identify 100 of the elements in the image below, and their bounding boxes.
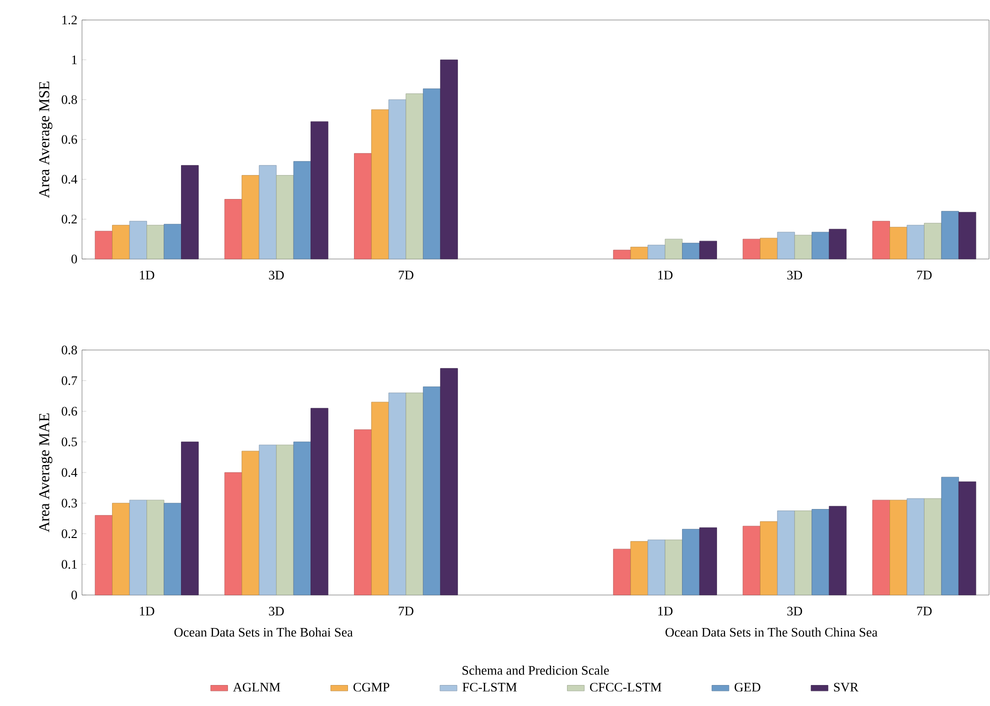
- x-tick-label: 1D: [658, 606, 673, 616]
- bar: [906, 498, 924, 596]
- bar: [276, 444, 294, 596]
- bar: [812, 509, 830, 596]
- bar: [422, 386, 441, 596]
- bar: [422, 88, 441, 260]
- bar: [406, 93, 424, 260]
- bar: [310, 121, 328, 260]
- bar: [664, 540, 683, 596]
- bar: [906, 224, 924, 260]
- bar: [146, 224, 164, 260]
- legend-label: AGLNM: [233, 682, 280, 692]
- legend-label: FC-LSTM: [462, 682, 517, 692]
- y-tick-label: 0: [71, 254, 77, 264]
- bar: [760, 238, 778, 260]
- bar: [872, 220, 890, 260]
- y-tick-label: 0: [71, 590, 77, 600]
- x-axis-title: Schema and Predicion Scale: [462, 666, 609, 675]
- bar: [164, 502, 182, 596]
- bar: [293, 161, 312, 260]
- y-tick-label: 0.2: [62, 214, 77, 224]
- bar: [310, 408, 328, 596]
- bar: [924, 222, 942, 260]
- bar: [699, 240, 717, 260]
- bar: [828, 228, 847, 260]
- legend-label: GED: [734, 682, 760, 692]
- bar: [828, 506, 847, 596]
- bar: [941, 476, 959, 596]
- x-tick-label: 1D: [140, 270, 154, 280]
- bar: [224, 472, 242, 596]
- bar: [129, 500, 147, 596]
- bar: [242, 450, 260, 596]
- legend-label: CGMP: [353, 682, 390, 692]
- bar: [794, 234, 812, 260]
- x-tick-label: 7D: [917, 606, 932, 616]
- bar: [777, 510, 795, 596]
- x-tick-label: 7D: [398, 606, 414, 616]
- y-tick-label: 0.3: [62, 498, 77, 508]
- x-tick-label: 3D: [787, 606, 802, 616]
- bar: [682, 528, 700, 596]
- bar: [742, 526, 760, 596]
- y-tick-label: 0.2: [62, 529, 77, 538]
- bar: [630, 541, 648, 596]
- bar: [388, 99, 406, 260]
- bar: [258, 165, 277, 260]
- bar: [112, 502, 130, 596]
- bar: [872, 500, 890, 596]
- y-tick-label: 0.6: [62, 135, 78, 144]
- bar: [224, 199, 242, 260]
- bar: [371, 109, 389, 260]
- x-tick-label: 3D: [269, 270, 284, 280]
- bar: [258, 444, 277, 596]
- bar: [648, 244, 666, 260]
- y-tick-label: 0.4: [62, 468, 78, 477]
- bar: [242, 175, 260, 260]
- bar: [181, 165, 199, 260]
- bar: [630, 246, 648, 260]
- x-tick-label: 3D: [269, 606, 284, 616]
- y-axis-title: Area Average MAE: [39, 413, 52, 532]
- bar: [890, 500, 908, 596]
- bar: [699, 527, 717, 596]
- y-tick-label: 0.1: [62, 560, 77, 569]
- bar: [94, 230, 113, 260]
- bar: [613, 548, 631, 596]
- y-tick-label: 1: [72, 56, 77, 64]
- bar: [94, 515, 113, 596]
- y-axis-title: Area Average MSE: [39, 82, 52, 198]
- bar: [146, 500, 164, 596]
- text: Ocean Data Sets in The Bohai Sea: [174, 628, 353, 637]
- legend-label: SVR: [834, 682, 858, 692]
- x-tick-label: 1D: [140, 606, 154, 616]
- bar: [388, 392, 406, 596]
- x-tick-label: 7D: [398, 270, 414, 280]
- bar: [440, 368, 458, 596]
- bar: [129, 220, 147, 260]
- bar: [406, 392, 424, 596]
- legend-label: CFCC-LSTM: [590, 682, 662, 692]
- bar: [276, 175, 294, 260]
- bar: [958, 481, 976, 596]
- bar: [613, 250, 631, 260]
- bar: [664, 238, 683, 260]
- y-tick-label: 0.7: [62, 376, 78, 386]
- y-tick-label: 1.2: [62, 16, 77, 24]
- text: Ocean Data Sets in The South China Sea: [666, 628, 878, 637]
- bar: [293, 442, 312, 596]
- bar: [440, 60, 458, 260]
- bar: [794, 510, 812, 596]
- bar: [682, 242, 700, 260]
- bar: [777, 232, 795, 260]
- bar: [890, 226, 908, 260]
- bar: [760, 521, 778, 596]
- bar: [354, 429, 372, 596]
- bar: [112, 224, 130, 260]
- x-tick-label: 7D: [917, 270, 932, 280]
- bar: [181, 442, 199, 596]
- bar: [812, 232, 830, 260]
- bar: [648, 540, 666, 596]
- y-tick-label: 0.6: [62, 406, 78, 416]
- y-tick-label: 0.5: [62, 437, 77, 446]
- x-tick-label: 1D: [658, 270, 673, 280]
